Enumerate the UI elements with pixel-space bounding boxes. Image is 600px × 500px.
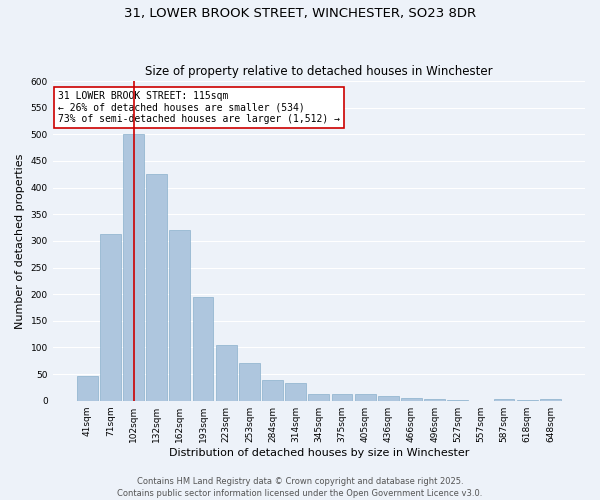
Text: Contains HM Land Registry data © Crown copyright and database right 2025.
Contai: Contains HM Land Registry data © Crown c…	[118, 476, 482, 498]
Bar	[540, 399, 561, 400]
Title: Size of property relative to detached houses in Winchester: Size of property relative to detached ho…	[145, 66, 493, 78]
Bar	[100, 234, 121, 400]
Y-axis label: Number of detached properties: Number of detached properties	[15, 153, 25, 328]
Bar	[355, 394, 376, 400]
Text: 31 LOWER BROOK STREET: 115sqm
← 26% of detached houses are smaller (534)
73% of : 31 LOWER BROOK STREET: 115sqm ← 26% of d…	[58, 90, 340, 124]
Bar	[401, 398, 422, 400]
Bar	[77, 376, 98, 400]
X-axis label: Distribution of detached houses by size in Winchester: Distribution of detached houses by size …	[169, 448, 469, 458]
Bar	[494, 399, 514, 400]
Bar	[308, 394, 329, 400]
Bar	[146, 174, 167, 400]
Bar	[424, 399, 445, 400]
Text: 31, LOWER BROOK STREET, WINCHESTER, SO23 8DR: 31, LOWER BROOK STREET, WINCHESTER, SO23…	[124, 8, 476, 20]
Bar	[239, 364, 260, 401]
Bar	[169, 230, 190, 400]
Bar	[216, 345, 236, 401]
Bar	[123, 134, 144, 400]
Bar	[262, 380, 283, 400]
Bar	[285, 383, 306, 400]
Bar	[332, 394, 352, 400]
Bar	[193, 297, 214, 401]
Bar	[378, 396, 399, 400]
